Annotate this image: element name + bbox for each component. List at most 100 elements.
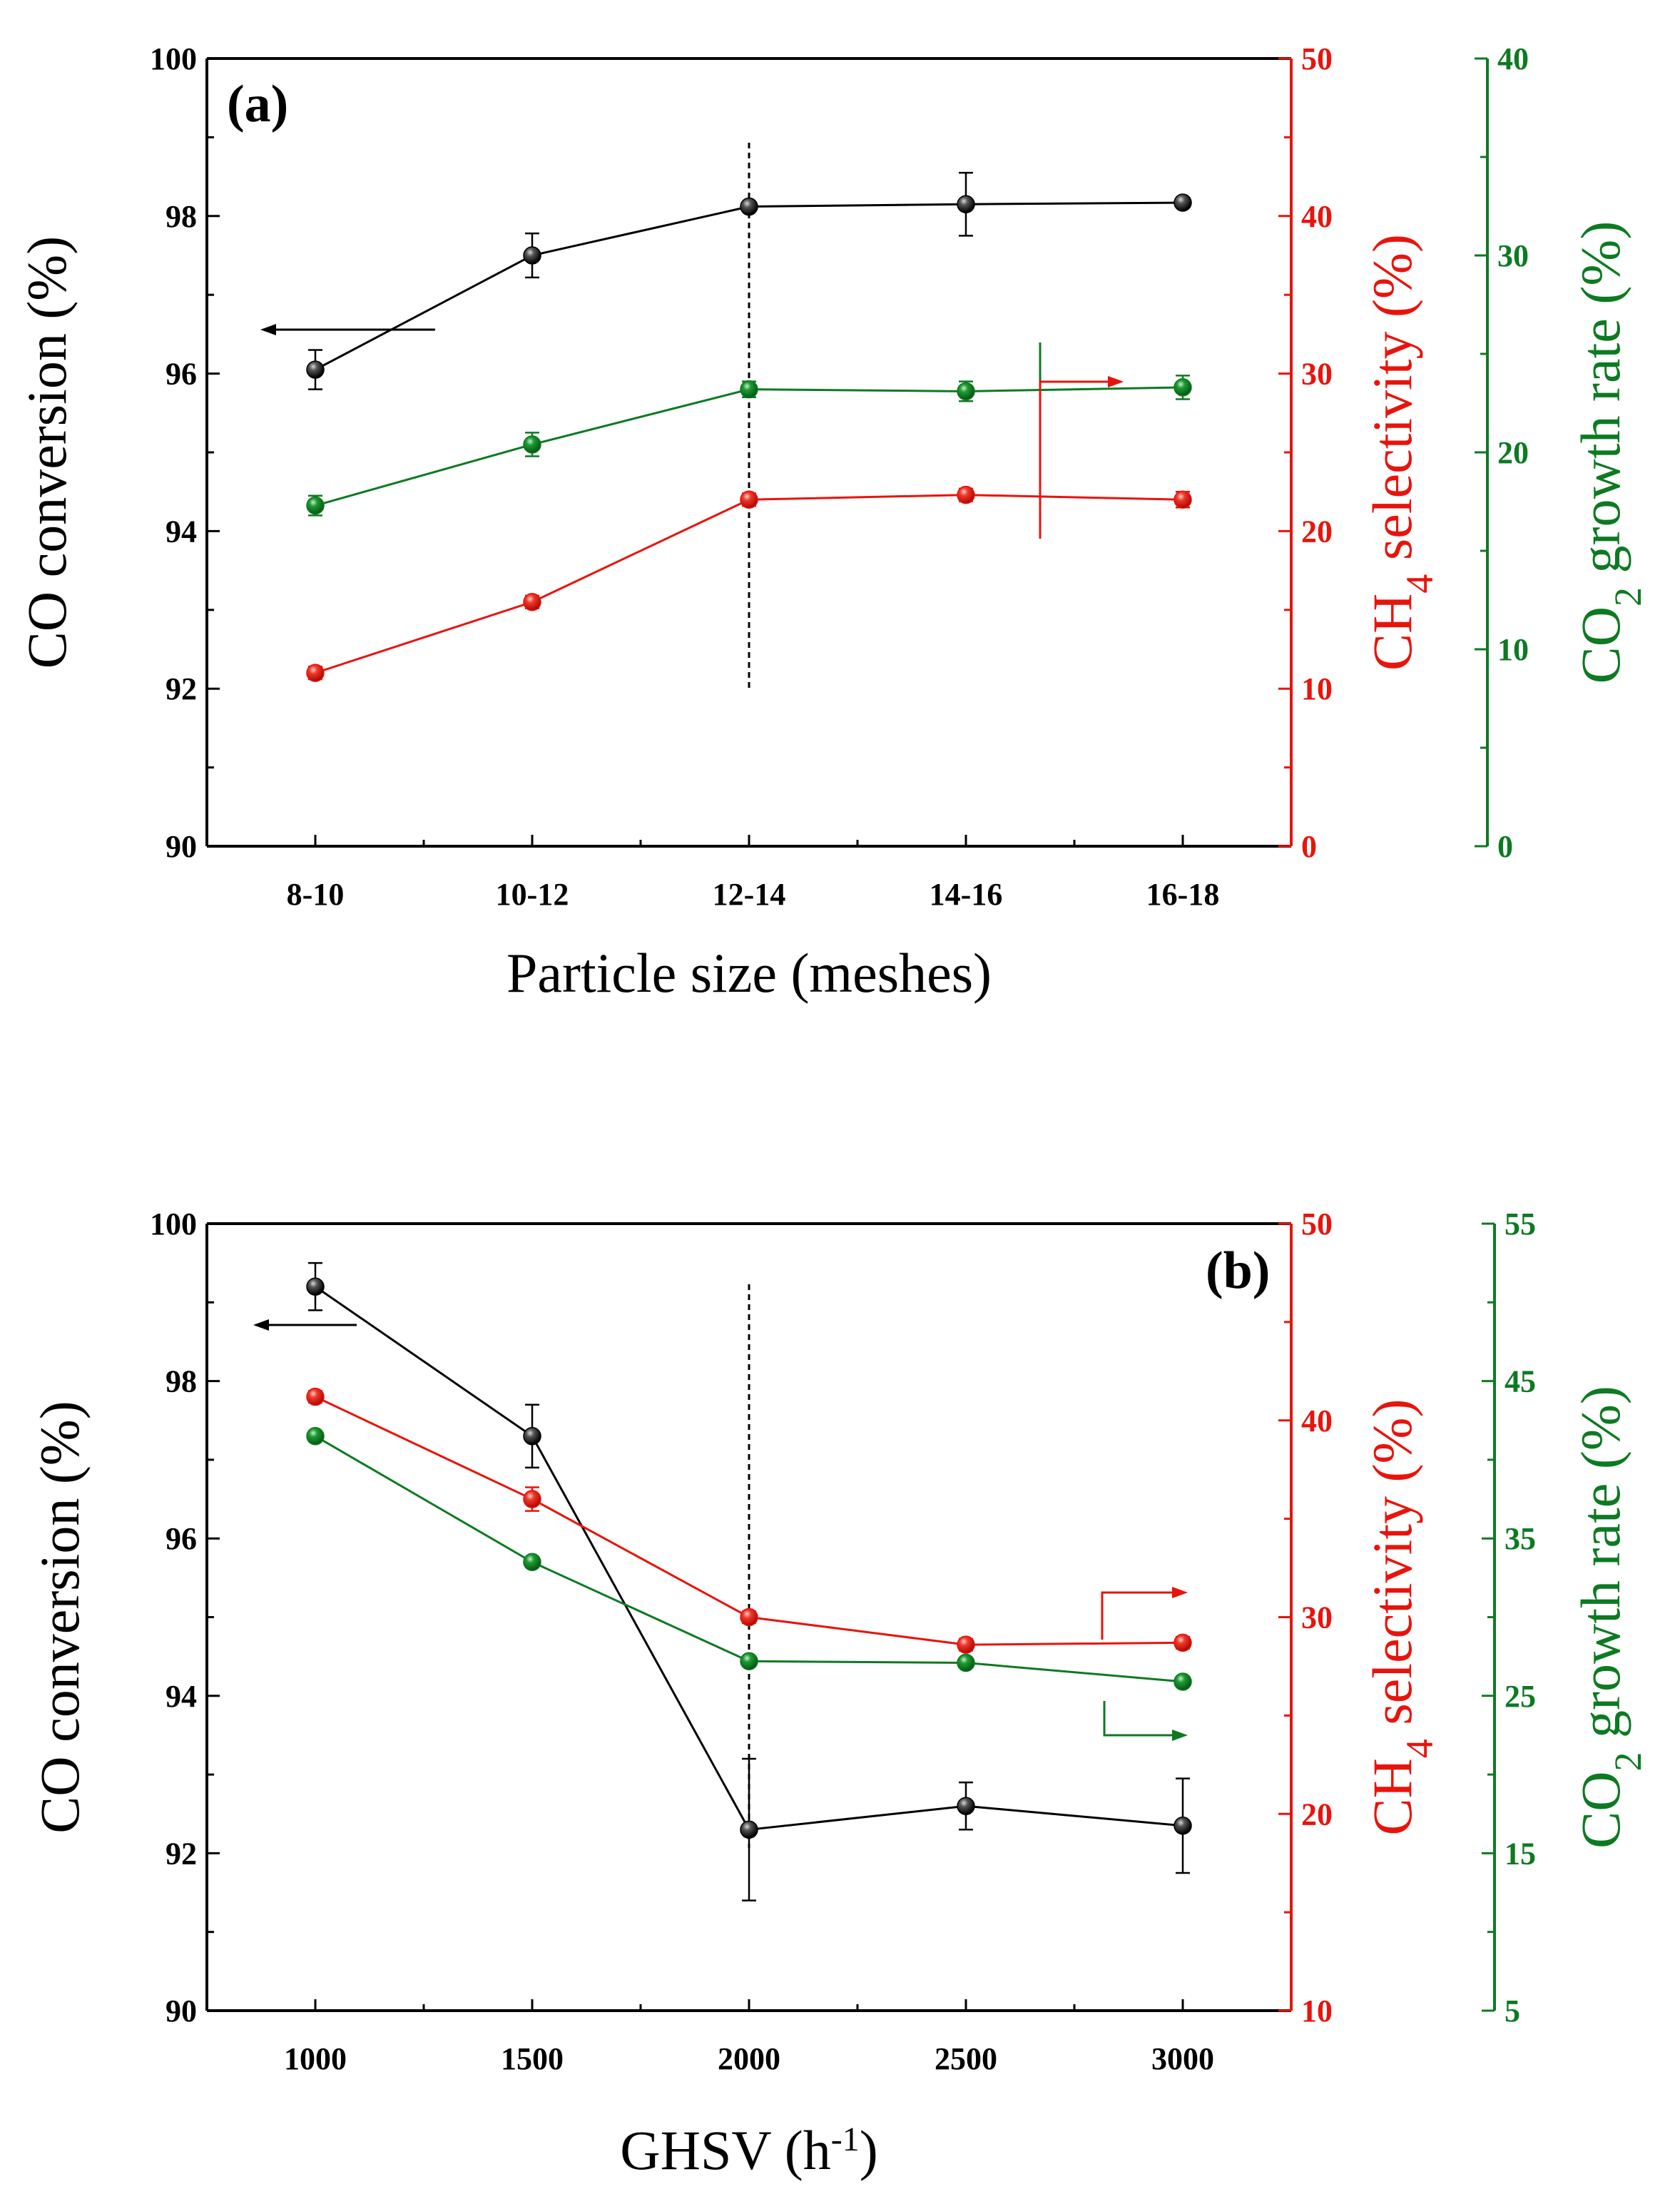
x-axis-title: Particle size (meshes) (506, 942, 992, 1004)
x-axis-title-part: ) (860, 2119, 878, 2181)
data-point (740, 1820, 758, 1839)
right2-axis-title-part: CO (1569, 1771, 1631, 1848)
left-tick-label: 98 (166, 199, 197, 234)
right1-axis-title-part: CH (1361, 1758, 1423, 1835)
data-point (740, 490, 758, 509)
data-point (740, 197, 758, 216)
x-tick-label: 1500 (501, 2041, 564, 2076)
left-tick-label: 92 (166, 671, 197, 706)
arrow-head (1108, 376, 1124, 387)
data-point (1174, 1672, 1192, 1691)
right2-tick-label: 15 (1505, 1836, 1536, 1871)
left-tick-label: 98 (166, 1364, 197, 1399)
data-point (523, 246, 541, 265)
right2-tick-label: 40 (1497, 41, 1529, 76)
data-point (523, 1427, 541, 1446)
data-point (957, 1653, 975, 1672)
right1-axis-title-part: 4 (1398, 574, 1441, 594)
data-point (1174, 193, 1192, 212)
data-point (1174, 490, 1192, 509)
right2-axis-title-part: 2 (1607, 1752, 1649, 1771)
data-point (957, 1797, 975, 1815)
left-axis-title-part: CO conversion (%) (16, 236, 78, 669)
right1-axis-title-part: 4 (1398, 1739, 1441, 1758)
x-tick-label: 12-14 (713, 877, 786, 912)
left-tick-label: 94 (166, 1679, 197, 1714)
right2-tick-label: 45 (1505, 1364, 1536, 1399)
left-tick-label: 96 (166, 357, 197, 392)
panel-a-chart: 8-10 10-12 12-14 14-16 16-189092949698100010… (16, 41, 1649, 1004)
right1-axis-title-part: selectivity (%) (1361, 1399, 1423, 1740)
data-point (523, 1553, 541, 1572)
data-point (523, 435, 541, 454)
right1-tick-label: 30 (1301, 1600, 1333, 1635)
right2-axis-title-part: 2 (1607, 587, 1649, 606)
right2-tick-label: 35 (1505, 1521, 1536, 1556)
right2-axis-title-part: growth rate (%) (1569, 221, 1631, 587)
x-axis-title-part: -1 (831, 2121, 860, 2158)
x-tick-label: 16-18 (1146, 877, 1220, 912)
right2-tick-label: 55 (1505, 1207, 1536, 1241)
right2-tick-label: 25 (1505, 1679, 1536, 1714)
data-point (306, 1387, 325, 1406)
data-point (306, 496, 325, 515)
right2-axis-title: CO2 growth rate (%) (1569, 1386, 1649, 1849)
data-point (740, 1652, 758, 1671)
left-tick-label: 90 (166, 1994, 197, 2028)
x-tick-label: 2000 (718, 2041, 780, 2076)
left-tick-label: 96 (166, 1521, 197, 1556)
right1-tick-label: 40 (1301, 1403, 1333, 1438)
right1-tick-label: 20 (1301, 514, 1333, 549)
right1-tick-label: 10 (1301, 1994, 1333, 2028)
left-tick-label: 90 (166, 829, 197, 864)
x-axis-title-part: GHSV (h (620, 2119, 830, 2181)
data-point (306, 1277, 325, 1296)
left-axis-title-part: CO conversion (%) (29, 1401, 91, 1834)
right1-tick-label: 50 (1301, 1207, 1333, 1241)
x-axis-title: GHSV (h-1) (620, 2119, 877, 2181)
data-point (957, 382, 975, 401)
arrow-shaft (1039, 342, 1109, 383)
right2-tick-label: 30 (1497, 238, 1529, 273)
data-point (523, 1490, 541, 1508)
right2-axis-title-part: CO (1569, 606, 1631, 684)
right1-axis-title: CH4 selectivity (%) (1361, 234, 1441, 671)
arrow-head (253, 1319, 269, 1331)
arrow-head (1172, 1730, 1188, 1741)
arrow-head (260, 324, 276, 335)
data-point (957, 485, 975, 504)
left-tick-label: 94 (166, 514, 197, 549)
right2-axis-title-part: growth rate (%) (1569, 1386, 1631, 1752)
x-tick-label: 3000 (1151, 2041, 1214, 2076)
x-tick-label: 10-12 (496, 877, 569, 912)
right1-tick-label: 30 (1301, 357, 1333, 392)
right1-tick-label: 50 (1301, 41, 1333, 76)
right2-tick-label: 0 (1497, 829, 1513, 864)
data-point (306, 1427, 325, 1446)
left-tick-label: 100 (150, 1207, 197, 1241)
right1-axis-title-part: selectivity (%) (1361, 234, 1423, 574)
right1-axis-title: CH4 selectivity (%) (1361, 1399, 1441, 1836)
right1-axis-title-part: CH (1361, 594, 1423, 671)
x-tick-label: 8-10 (287, 877, 345, 912)
data-point (957, 1635, 975, 1654)
right1-tick-label: 10 (1301, 671, 1333, 706)
x-tick-label: 2500 (935, 2041, 997, 2076)
right1-tick-label: 40 (1301, 199, 1333, 234)
panel-label: (b) (1206, 1241, 1270, 1300)
arrow-shaft (1039, 380, 1109, 539)
right2-tick-label: 10 (1497, 632, 1529, 667)
right1-tick-label: 0 (1301, 829, 1317, 864)
left-axis-title: CO conversion (%) (29, 1401, 91, 1834)
data-point (957, 195, 975, 213)
arrow-shaft (1103, 1701, 1174, 1737)
right2-tick-label: 5 (1505, 1994, 1520, 2028)
right2-axis-title: CO2 growth rate (%) (1569, 221, 1649, 684)
data-point (523, 593, 541, 611)
arrow-shaft (1101, 1591, 1174, 1640)
data-point (1174, 378, 1192, 397)
left-tick-label: 100 (150, 41, 197, 76)
left-axis-title: CO conversion (%) (16, 236, 78, 669)
right2-tick-label: 20 (1497, 435, 1529, 470)
